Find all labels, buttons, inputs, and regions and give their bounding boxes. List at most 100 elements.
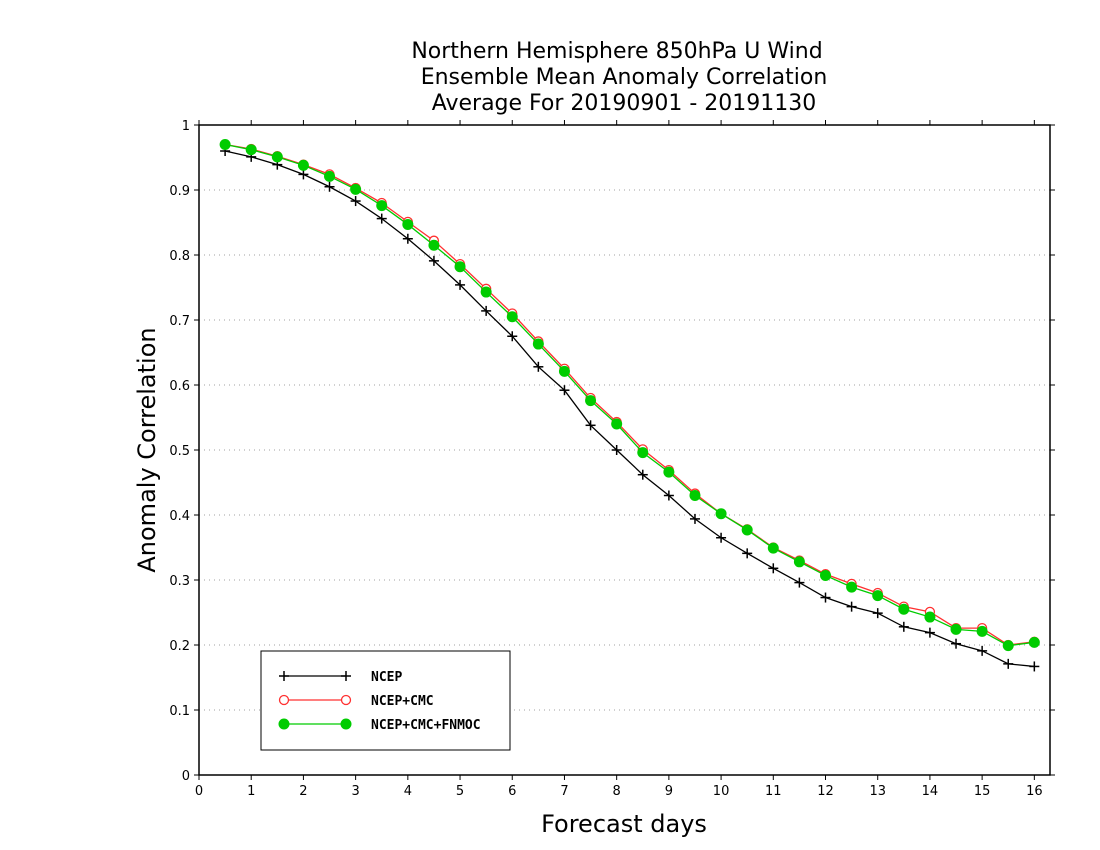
data-point-ncep-18: [689, 513, 700, 524]
gridlines: [199, 189, 1050, 711]
data-point-ncep-14: [585, 420, 596, 431]
y-tick-label-5: 0.5: [169, 444, 190, 459]
data-point-ncep-6: [376, 213, 387, 224]
y-tick-label-4: 0.4: [169, 509, 190, 524]
data-point-ncep-10: [481, 305, 492, 316]
x-tick-label-8: 8: [613, 784, 621, 799]
data-point-ncep-cmc-fnmoc-1: [245, 144, 257, 156]
data-point-ncep-16: [637, 469, 648, 480]
x-tick-label-5: 5: [456, 784, 464, 799]
data-point-ncep-19: [716, 532, 727, 543]
data-point-ncep-cmc-fnmoc-19: [715, 508, 727, 520]
data-point-ncep-31: [1029, 661, 1040, 672]
data-point-ncep-cmc-fnmoc-15: [611, 418, 623, 430]
legend-marker-start-ncep-cmc: [278, 694, 290, 706]
data-point-ncep-cmc-fnmoc-10: [480, 286, 492, 298]
x-tick-label-11: 11: [765, 784, 782, 799]
x-tick-label-14: 14: [922, 784, 939, 799]
x-tick-label-9: 9: [665, 784, 673, 799]
data-point-ncep-21: [768, 563, 779, 574]
x-tick-label-3: 3: [351, 784, 359, 799]
data-point-ncep-28: [951, 638, 962, 649]
data-point-ncep-cmc-fnmoc-31: [1028, 636, 1040, 648]
data-point-ncep-13: [559, 385, 570, 396]
legend-marker-start-ncep-cmc-fnmoc: [278, 718, 290, 730]
series-ncep: [220, 146, 1040, 672]
data-point-ncep-cmc-fnmoc-30: [1002, 640, 1014, 652]
data-point-ncep-7: [402, 233, 413, 244]
legend-marker-end-ncep-cmc-fnmoc: [340, 718, 352, 730]
data-point-ncep-cmc-fnmoc-5: [350, 183, 362, 195]
legend-label-ncep: NCEP: [371, 670, 402, 685]
x-tick-label-7: 7: [560, 784, 568, 799]
legend-entry-ncep-cmc: NCEP+CMC: [278, 694, 434, 709]
data-point-ncep-cmc-fnmoc-6: [376, 200, 388, 212]
data-point-ncep-22: [794, 577, 805, 588]
data-point-ncep-cmc-fnmoc-18: [689, 490, 701, 501]
data-point-ncep-cmc-fnmoc-28: [950, 623, 962, 635]
x-tick-label-2: 2: [299, 784, 307, 799]
x-tick-label-12: 12: [817, 784, 834, 799]
data-point-ncep-cmc-fnmoc-2: [271, 151, 283, 163]
data-point-ncep-cmc-fnmoc-17: [663, 466, 675, 478]
y-tick-label-3: 0.3: [169, 574, 190, 589]
x-axis-label: Forecast days: [541, 810, 707, 838]
data-point-ncep-cmc-fnmoc-7: [402, 218, 414, 230]
x-tick-label-13: 13: [869, 784, 886, 799]
data-point-ncep-cmc-fnmoc-24: [846, 581, 858, 593]
x-tick-label-6: 6: [508, 784, 516, 799]
x-tick-label-16: 16: [1026, 784, 1043, 799]
data-point-ncep-cmc-fnmoc-0: [219, 139, 231, 150]
y-tick-label-0: 0: [182, 769, 190, 784]
data-point-ncep-cmc-fnmoc-3: [297, 159, 309, 171]
series-line-ncep: [224, 150, 1035, 668]
series-line-ncep-cmc-fnmoc: [224, 143, 1035, 647]
tick-marks: 00.10.20.30.40.50.60.70.80.910 1 2 3 4 5 6 7 8 9 1…: [169, 119, 1055, 799]
x-tick-label-4: 4: [404, 784, 412, 799]
series-ncep-cmc: [219, 139, 1040, 651]
y-tick-label-9: 0.9: [169, 184, 190, 199]
data-point-ncep-12: [533, 361, 544, 372]
data-point-ncep-26: [898, 621, 909, 632]
y-tick-label-6: 0.6: [169, 379, 190, 394]
series-ncep-cmc-fnmoc: [219, 139, 1040, 652]
data-point-ncep-cmc-fnmoc-29: [976, 625, 988, 637]
data-point-ncep-cmc-fnmoc-8: [428, 239, 440, 251]
data-point-ncep-cmc-fnmoc-14: [585, 395, 597, 407]
data-point-ncep-cmc-fnmoc-27: [924, 611, 936, 623]
data-point-ncep-cmc-fnmoc-11: [506, 311, 518, 323]
series-line-ncep-cmc: [224, 143, 1035, 646]
y-axis-label: Anomaly Correlation: [133, 327, 161, 572]
data-point-ncep-3: [298, 169, 309, 180]
legend-marker-end-ncep: [341, 671, 351, 681]
x-tick-label-15: 15: [974, 784, 991, 799]
legend-marker-start-ncep: [279, 671, 289, 681]
legend-entry-ncep: NCEP: [279, 670, 402, 685]
data-point-ncep-17: [663, 490, 674, 501]
data-point-ncep-cmc-fnmoc-25: [872, 590, 884, 602]
chart-title-line-3: Average For 20190901 - 20191130: [432, 91, 817, 116]
data-point-ncep-cmc-fnmoc-22: [793, 556, 805, 568]
data-point-ncep-cmc-fnmoc-13: [558, 365, 570, 377]
data-point-ncep-cmc-fnmoc-21: [767, 542, 779, 554]
data-point-ncep-cmc-fnmoc-9: [454, 261, 466, 273]
y-tick-label-7: 0.7: [169, 314, 190, 329]
data-point-ncep-30: [1003, 658, 1014, 669]
data-point-ncep-cmc-fnmoc-26: [898, 603, 910, 615]
chart-title-line-1: Northern Hemisphere 850hPa U Wind: [411, 39, 822, 64]
legend-entry-ncep-cmc-fnmoc: NCEP+CMC+FNMOC: [278, 718, 481, 733]
data-point-ncep-23: [820, 592, 831, 603]
data-point-ncep-4: [324, 181, 335, 192]
legend-entries: NCEP NCEP+CMC NCEP+CMC+FNMOC: [278, 670, 481, 733]
data-point-ncep-24: [846, 601, 857, 612]
data-point-ncep-9: [455, 279, 466, 290]
y-tick-label-10: 1: [182, 119, 190, 134]
series-lines: [219, 139, 1040, 672]
data-point-ncep-8: [428, 255, 439, 266]
legend-marker-end-ncep-cmc: [340, 694, 352, 706]
data-point-ncep-cmc-fnmoc-20: [741, 524, 753, 536]
legend: NCEP NCEP+CMC NCEP+CMC+FNMOC: [260, 650, 511, 751]
data-point-ncep-cmc-fnmoc-12: [532, 338, 544, 350]
x-tick-label-0: 0: [195, 784, 203, 799]
